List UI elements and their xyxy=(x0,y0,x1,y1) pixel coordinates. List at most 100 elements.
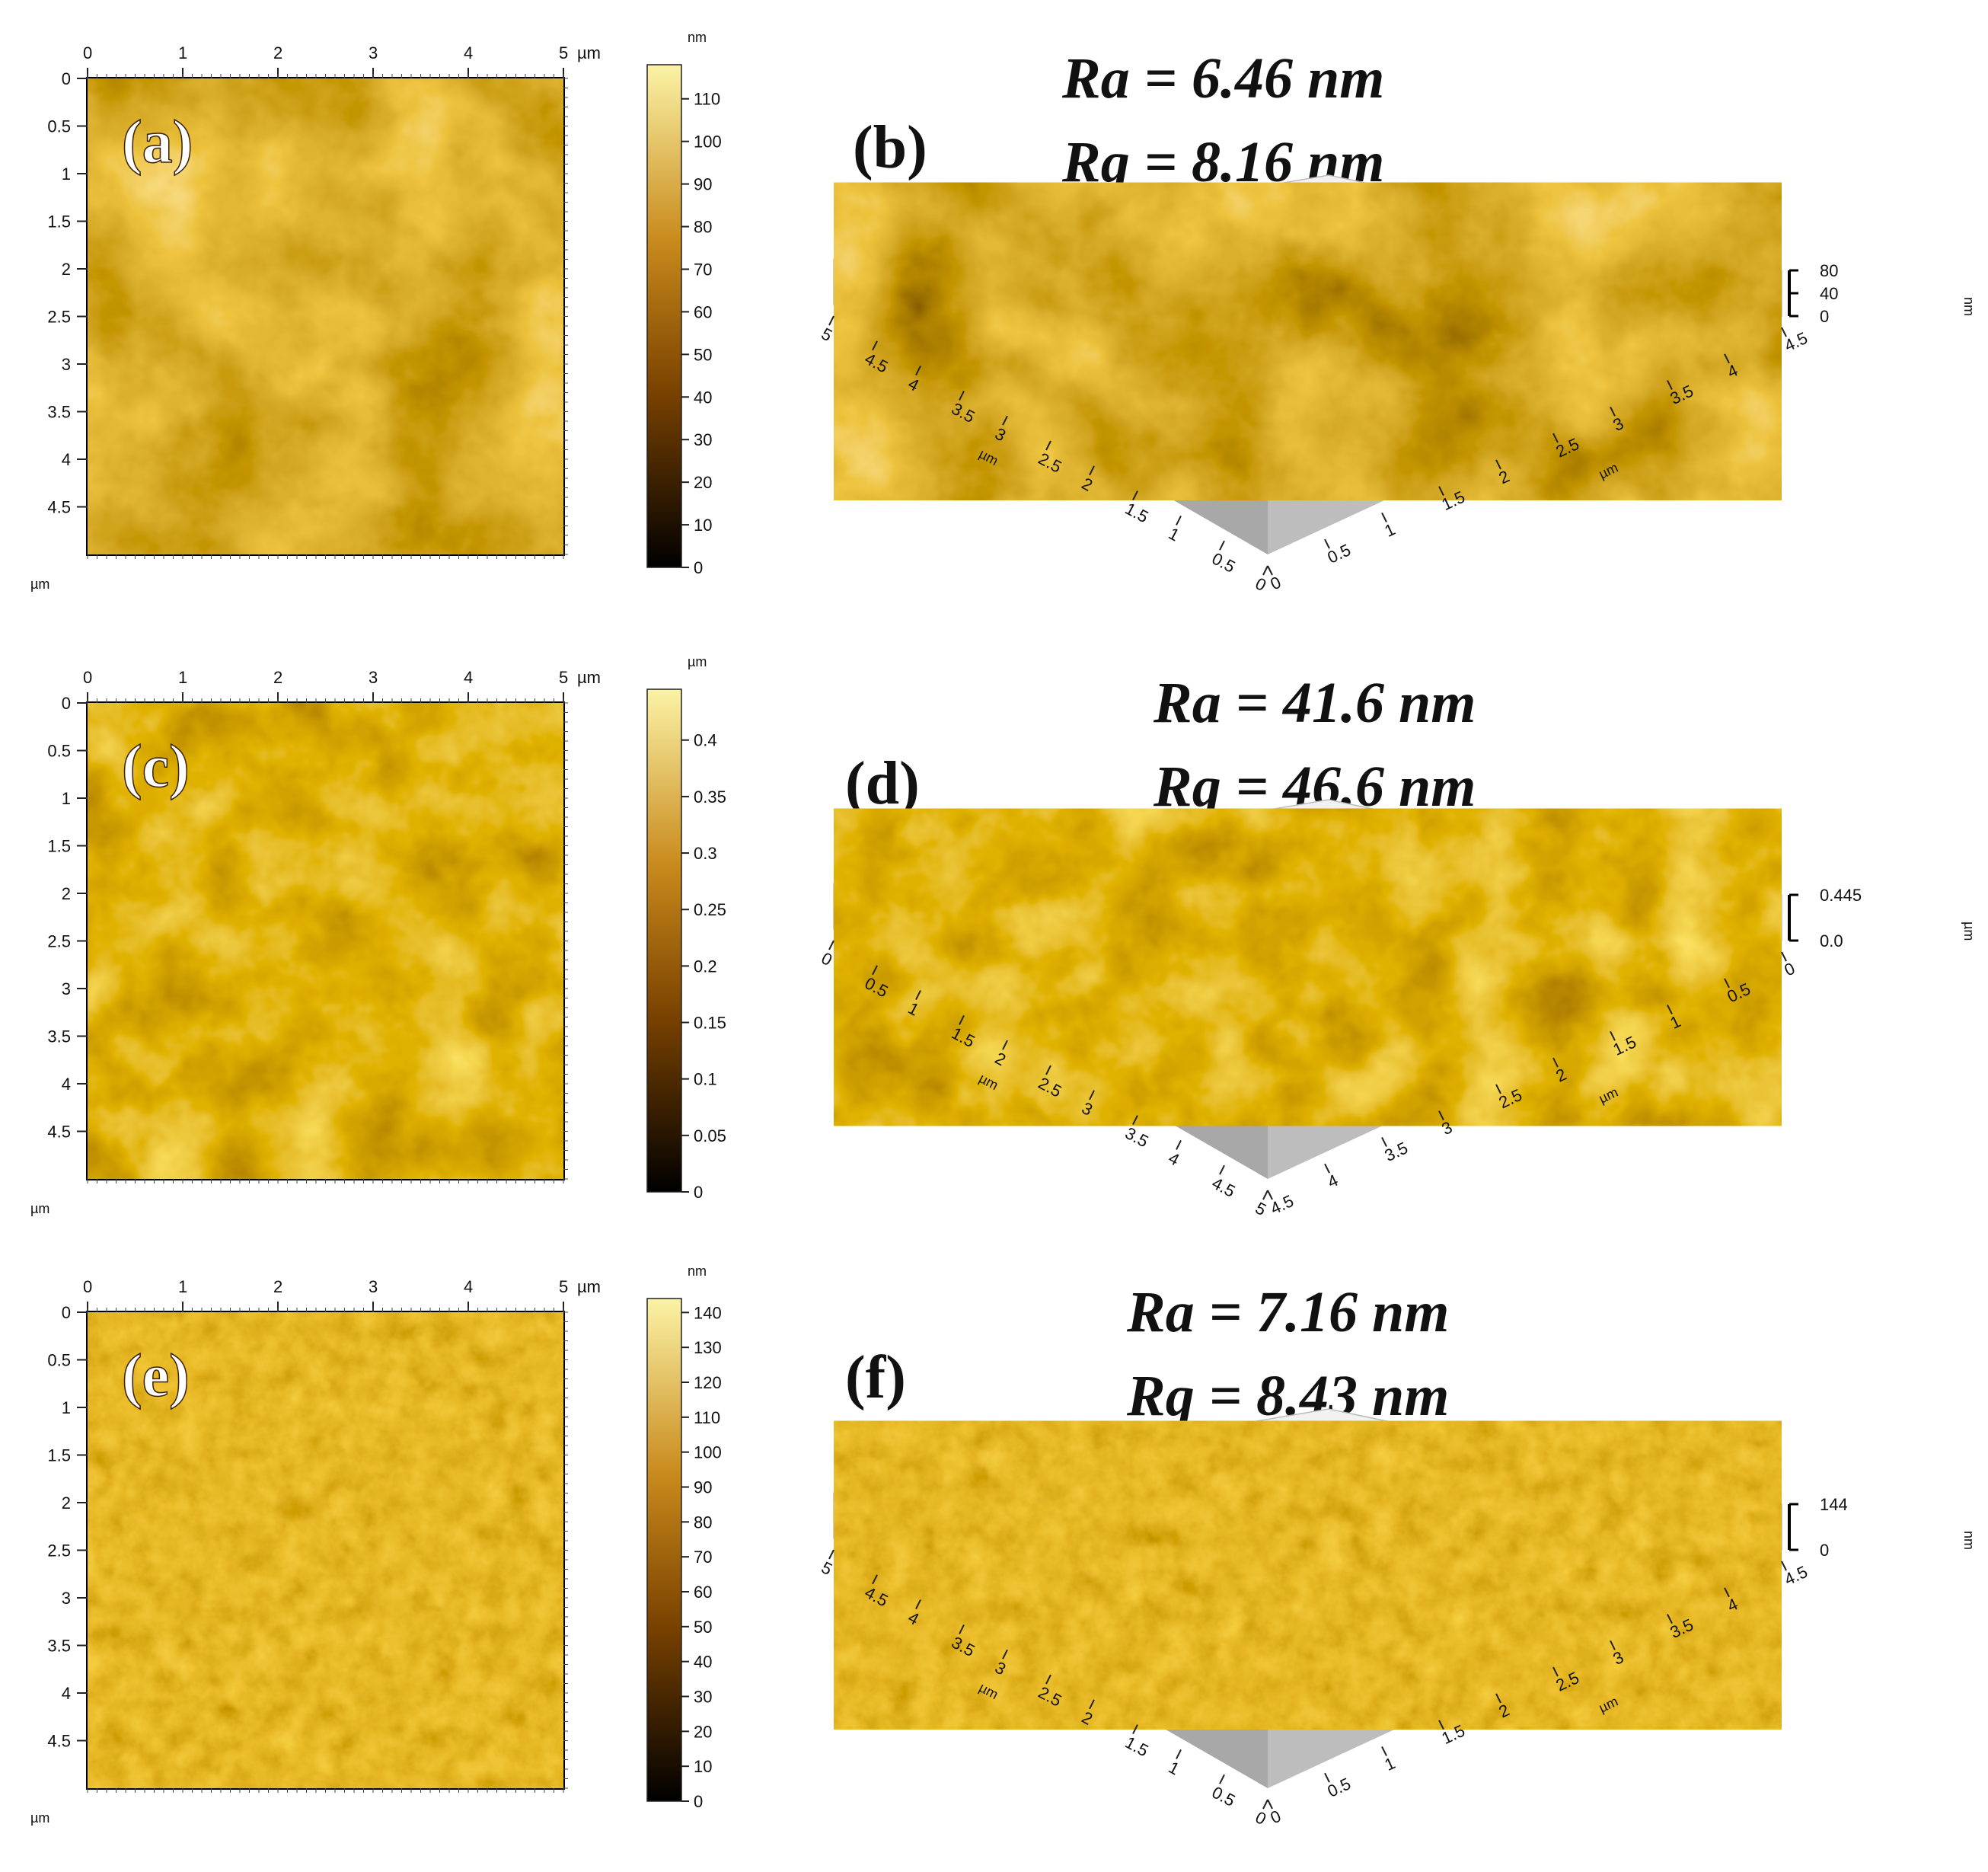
surface-right-wall xyxy=(1268,1531,1782,1788)
right-axis-tick-label: 2 xyxy=(1496,1701,1513,1722)
left-axis-tick xyxy=(1045,440,1051,451)
right-axis-tick xyxy=(1438,1110,1444,1121)
right-axis-tick xyxy=(1610,1640,1616,1650)
y-tick-label: 3 xyxy=(62,1589,71,1608)
y-tick-label: 4 xyxy=(62,1684,71,1703)
left-axis-tick xyxy=(1132,1724,1138,1735)
y-tick-label: 2.5 xyxy=(47,932,71,951)
left-axis-tick xyxy=(915,1599,921,1610)
colorbar-tick-label: 70 xyxy=(694,260,712,279)
left-axis-tick-label: 0.5 xyxy=(1209,1783,1239,1810)
x-tick-label: 1 xyxy=(178,668,187,687)
roughness-ra: Ra = 7.16 nm xyxy=(1126,1280,1449,1344)
z-unit-label: nm xyxy=(1961,1531,1977,1550)
y-tick-label: 1 xyxy=(62,1398,71,1417)
y-unit-label: µm xyxy=(30,577,49,592)
left-axis-tick-label: 0.5 xyxy=(862,973,892,1001)
left-axis-tick xyxy=(1262,1799,1268,1810)
left-axis-tick xyxy=(1176,1749,1182,1759)
right-axis-tick-label: 0 xyxy=(1782,959,1798,980)
y-tick-label: 2 xyxy=(62,884,71,903)
colorbar-tick-label: 0 xyxy=(694,558,703,577)
z-tick-label: 80 xyxy=(1820,261,1838,280)
panel-label-right: (f) xyxy=(845,1344,906,1411)
colorbar-tick-label: 100 xyxy=(694,133,722,152)
right-axis-tick-label: 4 xyxy=(1725,360,1741,382)
left-axis-tick xyxy=(1002,1040,1008,1050)
left-axis-tick-label: 4.5 xyxy=(862,349,892,376)
left-axis-tick xyxy=(959,1014,965,1025)
panel-label-right: (b) xyxy=(853,114,927,181)
right-axis-tick-label: 0.5 xyxy=(1325,1774,1354,1801)
right-axis-tick-label: 1.5 xyxy=(1610,1032,1639,1059)
right-axis-tick-label: 2.5 xyxy=(1553,434,1582,462)
surface-right-wall xyxy=(1268,297,1782,554)
left-axis-tick xyxy=(915,990,921,1001)
y-tick-label: 1 xyxy=(62,789,71,808)
x-tick-label: 4 xyxy=(464,668,473,687)
colorbar-tick-label: 50 xyxy=(694,1618,712,1637)
y-tick-label: 4.5 xyxy=(47,1123,71,1142)
left-axis-tick-label: 4 xyxy=(905,1608,923,1629)
z-unit-label: nm xyxy=(1961,297,1977,316)
x-tick-label: 2 xyxy=(273,43,282,62)
surface-left-wall xyxy=(834,914,1268,1179)
left-axis-tick xyxy=(872,340,878,351)
colorbar-unit: nm xyxy=(688,30,707,45)
left-axis-tick xyxy=(828,1549,834,1560)
right-axis-tick xyxy=(1667,1614,1673,1624)
y-tick-label: 0 xyxy=(62,694,71,713)
surface-left-wall xyxy=(834,289,1268,554)
colorbar-tick-label: 10 xyxy=(694,1757,712,1776)
x-tick-label: 5 xyxy=(559,1277,568,1296)
x-tick-label: 3 xyxy=(369,43,378,62)
colorbar-tick-label: 50 xyxy=(694,345,712,364)
colorbar-tick-label: 60 xyxy=(694,302,712,321)
surface-right-wall xyxy=(1268,922,1782,1179)
y-tick-label: 4.5 xyxy=(47,498,71,517)
left-axis-tick-label: 3 xyxy=(1079,1098,1096,1120)
colorbar-tick-label: 40 xyxy=(694,388,712,407)
right-axis-tick-label: 0.5 xyxy=(1725,979,1753,1007)
colorbar-tick-label: 30 xyxy=(694,430,712,449)
x-unit-label: µm xyxy=(577,43,601,62)
left-axis-tick-label: 5 xyxy=(818,324,836,345)
colorbar-tick-label: 70 xyxy=(694,1548,712,1567)
roughness-ra: Ra = 41.6 nm xyxy=(1153,671,1476,735)
left-axis-unit: µm xyxy=(977,1071,1001,1094)
left-axis-tick-label: 4.5 xyxy=(1209,1174,1239,1201)
right-axis-tick xyxy=(1267,1190,1273,1200)
x-tick-label: 4 xyxy=(464,1277,473,1296)
y-tick-label: 1 xyxy=(62,165,71,184)
right-axis-tick xyxy=(1495,459,1501,470)
colorbar-tick-label: 140 xyxy=(694,1303,722,1322)
left-axis-tick xyxy=(1132,1115,1138,1126)
right-axis-tick-label: 2 xyxy=(1496,467,1513,488)
figure-row-3: 0 1 2 3 4 5 µm00.511.522.533.544.5µm(e)nm14013… xyxy=(30,1263,1977,1829)
x-unit-label: µm xyxy=(577,1277,601,1296)
y-tick-label: 3 xyxy=(62,979,71,998)
left-axis-tick xyxy=(1219,1774,1225,1784)
left-axis-tick xyxy=(1219,1164,1225,1175)
right-axis-tick-label: 2.5 xyxy=(1496,1085,1525,1113)
left-axis-tick xyxy=(828,315,834,326)
left-axis-tick xyxy=(1262,1190,1268,1200)
right-axis-tick-label: 3.5 xyxy=(1382,1138,1411,1165)
panel-label-right: (d) xyxy=(845,750,920,817)
right-axis-tick-label: 1 xyxy=(1382,519,1399,541)
colorbar-tick-label: 110 xyxy=(694,1408,720,1427)
right-axis-tick-label: 4.5 xyxy=(1782,328,1811,356)
left-axis-tick-label: 5 xyxy=(818,1557,836,1579)
colorbar-tick-label: 0.3 xyxy=(694,844,717,863)
colorbar-tick-label: 90 xyxy=(694,1478,712,1497)
right-axis-unit: µm xyxy=(1597,1085,1620,1107)
right-axis-tick xyxy=(1438,486,1444,497)
colorbar-tick-label: 0 xyxy=(694,1792,703,1811)
left-axis-tick-label: 1 xyxy=(1166,524,1183,545)
y-tick-label: 3.5 xyxy=(47,1027,71,1046)
left-axis-tick-label: 3.5 xyxy=(1122,1123,1152,1151)
left-axis-tick xyxy=(1089,465,1095,476)
x-tick-label: 0 xyxy=(83,1277,92,1296)
